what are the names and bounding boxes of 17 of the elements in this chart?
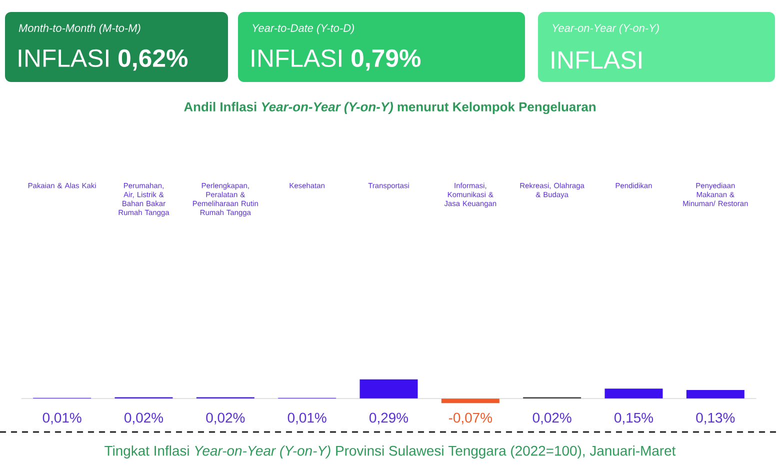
text: Year-on-Year (Y-on-Y): [552, 24, 659, 34]
data-label: 0,15%: [614, 412, 654, 424]
data-label: 0,13%: [696, 412, 735, 424]
text: Year-to-Date (Y-to-D): [252, 24, 354, 34]
data-label: 0,01%: [288, 412, 326, 424]
data-label: 0,02%: [206, 412, 245, 424]
text: INFLASI 0,62%: [18, 49, 188, 71]
text: Tingkat Inflasi Year-on-Year (Y-on-Y) Provinsi Sulawesi Tenggara (2022=100), Januari-Maret: [104, 445, 676, 458]
data-label: 0,02%: [532, 412, 572, 424]
data-label: -0,07%: [448, 412, 492, 424]
text: INFLASI 0,79%: [252, 49, 421, 71]
text: INFLASI: [552, 51, 642, 69]
text: Month-to-Month (M-to-M): [18, 24, 140, 34]
data-label: 0,01%: [42, 412, 82, 424]
data-label: 0,02%: [124, 412, 164, 424]
chart-title: Andil Inflasi Year-on-Year (Y-on-Y) menurut Kelompok Pengeluaran: [184, 102, 596, 114]
data-label: 0,29%: [370, 412, 408, 424]
